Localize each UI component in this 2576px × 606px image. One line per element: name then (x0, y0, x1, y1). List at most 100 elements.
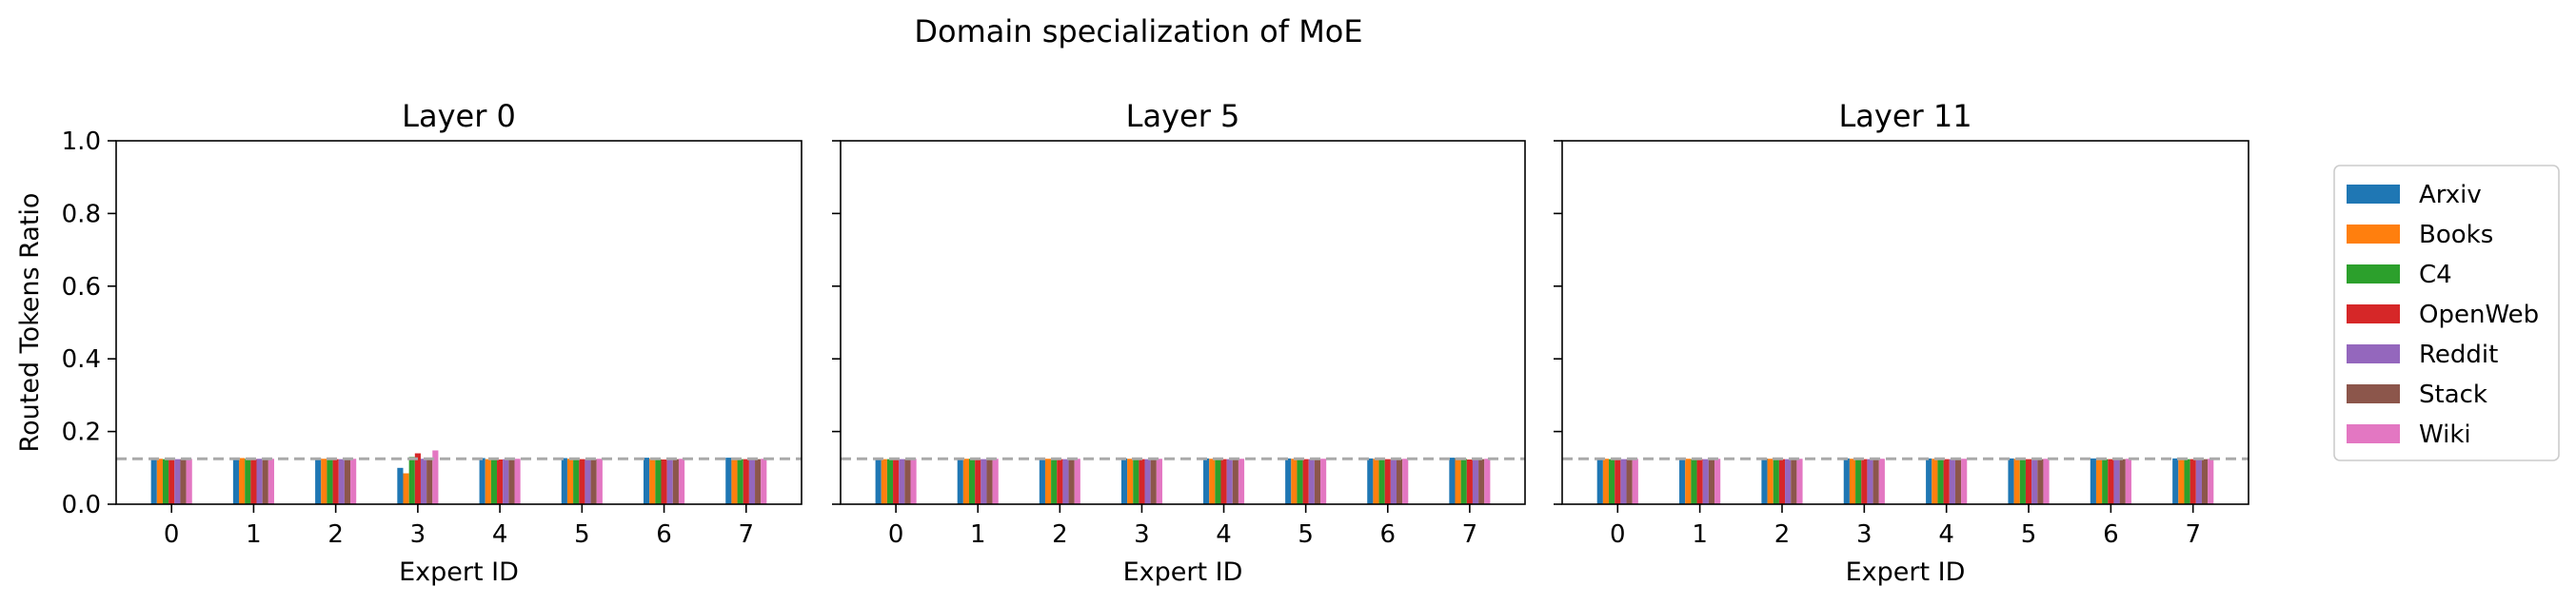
subplot-2: 0 1 2 3 4 5 6 7 Layer 11 Expert ID (1554, 98, 2249, 587)
bar-books-expert-1 (1685, 459, 1692, 504)
bar-c4-expert-5 (2019, 459, 2026, 504)
bar-stack-expert-2 (1791, 459, 1797, 504)
bar-arxiv-expert-6 (644, 458, 650, 504)
bar-openweb-expert-6 (661, 459, 667, 504)
x-axis-label: Expert ID (1846, 557, 1966, 587)
legend: Arxiv Books C4 OpenWeb Reddit Stack Wiki (2333, 165, 2560, 461)
bar-stack-expert-2 (344, 459, 351, 504)
bar-arxiv-expert-2 (1761, 458, 1768, 504)
x-tick-label: 5 (1298, 520, 1314, 549)
x-tick-label: 3 (1134, 520, 1150, 549)
figure-title: Domain specialization of MoE (914, 13, 1362, 49)
bar-openweb-expert-6 (2108, 459, 2114, 504)
bar-stack-expert-1 (262, 459, 268, 504)
x-tick-label: 2 (327, 520, 344, 549)
bar-openweb-expert-6 (1384, 459, 1391, 504)
bar-c4-expert-6 (1378, 459, 1385, 504)
bar-c4-expert-6 (2102, 459, 2109, 504)
bar-wiki-expert-6 (2125, 459, 2131, 504)
bar-openweb-expert-2 (1057, 459, 1063, 504)
bar-arxiv-expert-5 (2008, 458, 2014, 504)
bar-arxiv-expert-4 (1926, 458, 1932, 504)
bar-c4-expert-6 (655, 459, 662, 504)
bar-wiki-expert-7 (2208, 459, 2214, 504)
bar-c4-expert-1 (969, 459, 976, 504)
legend-swatch (2347, 185, 2400, 204)
legend-label: Wiki (2419, 420, 2471, 449)
bar-books-expert-2 (321, 459, 327, 504)
bar-stack-expert-6 (672, 459, 679, 504)
bar-books-expert-4 (485, 459, 491, 504)
bar-wiki-expert-2 (1796, 459, 1803, 504)
bar-c4-expert-2 (1051, 459, 1058, 504)
bar-arxiv-expert-0 (875, 458, 882, 504)
bar-openweb-expert-4 (497, 459, 504, 504)
x-tick-label: 1 (246, 520, 262, 549)
bar-openweb-expert-7 (743, 459, 749, 504)
bar-stack-expert-1 (1708, 459, 1715, 504)
x-tick-label: 5 (574, 520, 590, 549)
y-tick-label: 0.4 (62, 345, 101, 374)
y-tick-label: 0.6 (62, 273, 101, 302)
bar-reddit-expert-4 (1949, 459, 1955, 504)
bar-books-expert-2 (1767, 459, 1773, 504)
bar-c4-expert-5 (573, 459, 580, 504)
bar-openweb-expert-1 (250, 459, 257, 504)
bar-wiki-expert-7 (761, 459, 767, 504)
bar-stack-expert-5 (2037, 459, 2044, 504)
y-tick-label: 0.0 (62, 491, 101, 519)
x-tick-label: 0 (164, 520, 180, 549)
bar-arxiv-expert-3 (1843, 458, 1850, 504)
bar-reddit-expert-6 (2113, 459, 2120, 504)
x-axis-label: Expert ID (399, 557, 519, 587)
bar-openweb-expert-3 (414, 453, 421, 504)
bar-arxiv-expert-3 (1120, 458, 1128, 504)
bar-wiki-expert-2 (1074, 459, 1080, 504)
bar-openweb-expert-1 (1696, 459, 1703, 504)
bar-stack-expert-7 (755, 459, 762, 504)
bar-openweb-expert-7 (1466, 459, 1473, 504)
bar-stack-expert-4 (508, 459, 515, 504)
bar-arxiv-expert-4 (479, 458, 485, 504)
x-tick-label: 4 (1938, 520, 1954, 549)
bar-stack-expert-1 (986, 459, 993, 504)
bar-wiki-expert-4 (1238, 459, 1245, 504)
bar-reddit-expert-2 (338, 459, 345, 504)
legend-swatch (2347, 344, 2400, 363)
bar-openweb-expert-4 (1943, 459, 1950, 504)
bar-c4-expert-7 (1460, 459, 1467, 504)
bar-reddit-expert-4 (503, 459, 509, 504)
bar-stack-expert-3 (1873, 459, 1879, 504)
subplot-title: Layer 0 (402, 98, 516, 134)
bar-openweb-expert-0 (893, 459, 900, 504)
bar-books-expert-7 (1455, 458, 1461, 504)
legend-label: Stack (2419, 381, 2487, 409)
legend-item-stack: Stack (2347, 381, 2487, 409)
bar-arxiv-expert-1 (1679, 458, 1686, 504)
bar-arxiv-expert-7 (725, 458, 732, 504)
bar-c4-expert-4 (1937, 459, 1944, 504)
bar-openweb-expert-3 (1139, 459, 1145, 504)
subplots: 0.0 0.2 0.4 0.6 0.8 1.0 0 1 2 3 4 5 6 7 Layer 0 Expert … (15, 98, 2249, 587)
bar-reddit-expert-6 (1390, 459, 1397, 504)
bar-c4-expert-4 (1215, 459, 1221, 504)
legend-label: OpenWeb (2419, 301, 2539, 329)
bar-c4-expert-2 (327, 459, 333, 504)
legend-label: Arxiv (2419, 181, 2482, 209)
legend-label: Reddit (2419, 341, 2498, 369)
bar-arxiv-expert-7 (1449, 458, 1456, 504)
legend-swatch (2347, 264, 2400, 283)
bar-books-expert-3 (1127, 459, 1134, 504)
x-tick-label: 3 (410, 520, 426, 549)
legend-item-reddit: Reddit (2347, 341, 2498, 369)
bar-openweb-expert-2 (332, 459, 339, 504)
legend-item-arxiv: Arxiv (2347, 181, 2482, 209)
bar-reddit-expert-1 (256, 459, 263, 504)
bar-books-expert-5 (2013, 459, 2020, 504)
bar-wiki-expert-6 (1402, 459, 1409, 504)
bar-stack-expert-0 (1626, 459, 1633, 504)
bar-books-expert-0 (881, 459, 887, 504)
bar-stack-expert-5 (590, 459, 597, 504)
bar-books-expert-3 (403, 473, 409, 504)
